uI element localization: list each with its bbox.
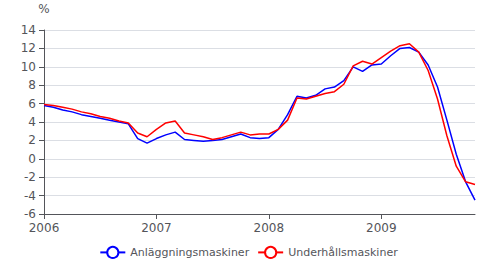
svg-text:4: 4	[28, 115, 36, 129]
svg-text:12: 12	[21, 41, 36, 55]
svg-text:8: 8	[28, 78, 36, 92]
svg-text:2: 2	[28, 133, 36, 147]
svg-text:2008: 2008	[254, 221, 285, 235]
svg-text:2007: 2007	[141, 221, 172, 235]
svg-text:%: %	[38, 2, 49, 16]
svg-text:-2: -2	[24, 170, 36, 184]
svg-text:Underhållsmaskiner: Underhållsmaskiner	[288, 246, 398, 259]
svg-text:-4: -4	[24, 189, 36, 203]
svg-text:2009: 2009	[366, 221, 397, 235]
svg-text:0: 0	[28, 152, 36, 166]
svg-text:2006: 2006	[29, 221, 60, 235]
svg-text:Anläggningsmaskiner: Anläggningsmaskiner	[130, 246, 249, 259]
svg-text:6: 6	[28, 97, 36, 111]
svg-text:-6: -6	[24, 207, 36, 221]
svg-text:14: 14	[21, 23, 36, 37]
svg-text:10: 10	[21, 60, 36, 74]
